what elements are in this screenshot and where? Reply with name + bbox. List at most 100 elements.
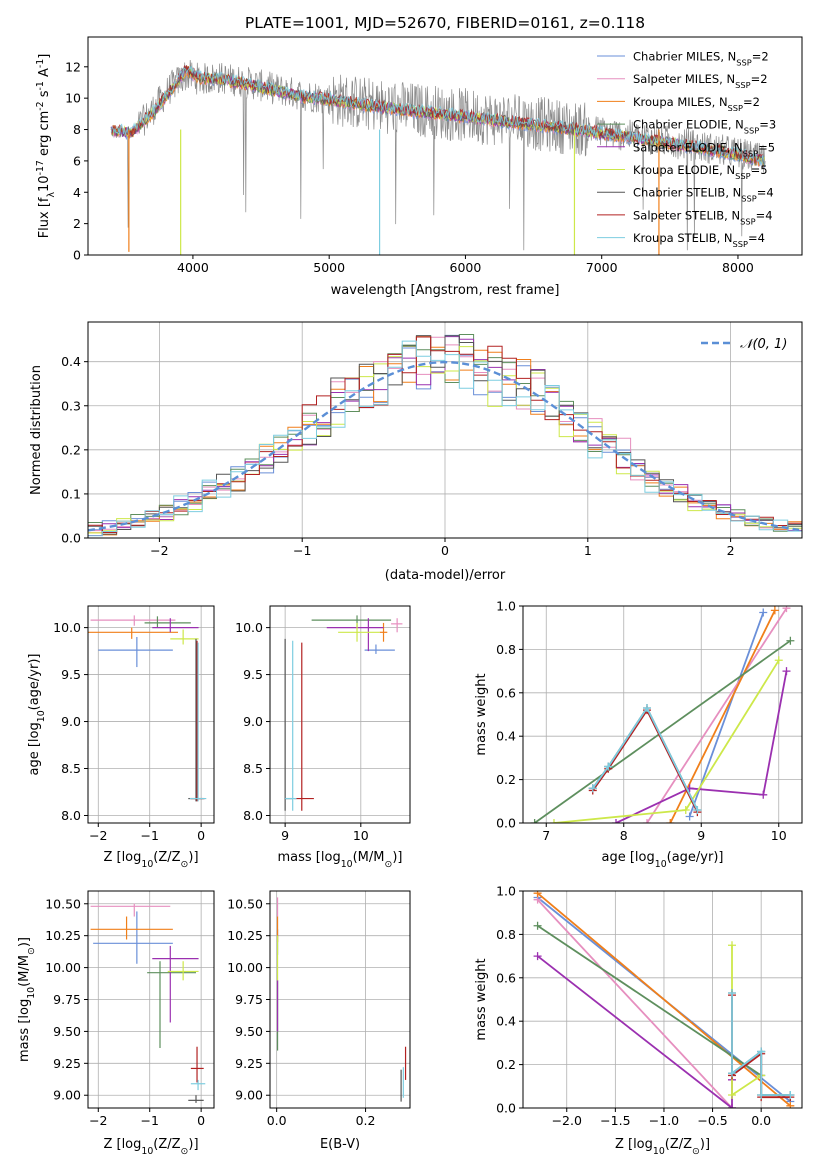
y-tick-label: 12 [65,59,81,74]
x-tick-label: 8 [620,828,628,843]
y-tick-label: 0.4 [496,1014,516,1029]
errorbar-kroupa-stelib [285,640,297,811]
axes-frame-spectrum: 4000 5000 6000 7000 8000 0 2 4 6 8 10 12 wavelength … [35,36,803,298]
y-tick-label: 10.50 [45,896,81,911]
x-tick-label: −0.5 [697,1113,727,1128]
weight-line-salpeter-stelib [592,708,699,813]
y-axis-label: mass weight [474,673,489,755]
y-tick-label: 0.2 [496,1057,516,1072]
legend-label: Salpeter MILES, NSSP=2 [633,72,768,90]
y-tick-label: 0.3 [61,398,81,413]
errorbar-salpeter-miles [90,903,171,917]
plus-marker [759,608,768,617]
histogram-chabrier-elodie [88,334,802,532]
axes-frame-weight_vs_Z: −2.0 −1.5 −1.0 −0.5 0.0 0.0 0.2 0.4 0.6 0.8 1.0 Z [… [474,884,803,1157]
y-tick-label: 8.0 [61,808,81,823]
y-tick-label: 8 [73,122,81,137]
x-tick-label: 10 [771,828,787,843]
plot-area-weight_vs_Z [533,891,795,1108]
errorbar-chabrier-elodie [311,615,392,628]
plus-marker [530,819,539,823]
legend-normal: 𝒩(0, 1) [701,337,787,352]
x-tick-label: 0 [197,1113,205,1128]
y-tick-label: 9.25 [235,1056,263,1071]
errorbar-salpeter-miles [391,618,403,633]
plus-marker [728,988,737,997]
y-tick-label: 9.50 [53,1024,81,1039]
errorbar-salpeter-elodie [152,618,199,633]
x-tick-label: 9 [281,828,289,843]
errorbar-chabrier-miles [98,637,173,668]
y-tick-label: 9.00 [53,1088,81,1103]
x-tick-label: −2 [89,1113,107,1128]
errorbar-kroupa-elodie [167,961,199,981]
plot-area-age_vs_Z [88,615,207,802]
y-axis-label: mass [log10(M/M⊙)] [17,937,37,1062]
panel-mass_vs_Z: −2 −1 0 9.00 9.25 9.50 9.75 10.00 10.25 10.50 Z [l… [17,890,215,1157]
errorbar-salpeter-stelib [190,1046,204,1083]
y-tick-label: 0.8 [496,927,516,942]
x-tick-label: 8000 [722,260,754,275]
legend-label: Chabrier ELODIE, NSSP=3 [633,118,776,136]
plus-marker [643,703,651,712]
y-tick-label: 0.2 [496,772,516,787]
x-tick-label: −1 [140,1113,158,1128]
axes-frame-residual_hist: −2 −1 0 1 2 0.0 0.1 0.2 0.3 0.4 (data-model)/error… [29,321,803,583]
axes-frame-age_vs_Z: −2 −1 0 8.0 8.5 9.0 9.5 10.0 Z [log10(Z/Z⊙)] age … [27,605,215,870]
plus-marker [685,812,694,821]
weight-line-salpeter-miles [646,607,788,823]
y-tick-label: 0 [73,248,81,263]
weight-line-kroupa-miles [669,609,776,823]
axes-frame [522,605,803,824]
y-tick-label: 9.00 [235,1088,263,1103]
x-axis-label: age [log10(age/yr)] [602,850,724,870]
x-tick-label: 0 [197,828,205,843]
x-tick-label: −2 [150,543,168,558]
weight-line-chabrier-stelib [592,706,699,811]
x-tick-label: −1.0 [649,1113,679,1128]
panel-age_vs_mass: 9 10 8.0 8.5 9.0 9.5 10.0 mass [log10(M/M⊙)] [235,605,411,870]
plus-marker [533,891,542,898]
legend-label: Salpeter ELODIE, NSSP=5 [633,140,775,158]
y-tick-label: 0.6 [496,685,516,700]
x-tick-label: 5000 [313,260,345,275]
legend-label: 𝒩(0, 1) [740,337,787,352]
errorbar-salpeter-elodie [326,618,384,652]
normal-curve [88,360,800,532]
weight-line-salpeter-miles [536,899,733,1108]
y-axis-label: Normed distribution [29,365,44,495]
x-tick-label: 10 [353,828,369,843]
y-tick-label: 0.4 [61,354,81,369]
x-tick-label: 0.0 [267,1113,287,1128]
y-tick-label: 0.2 [61,442,81,457]
plus-marker [786,636,795,645]
weight-line-salpeter-elodie [615,670,788,823]
y-tick-label: 1.0 [496,884,516,899]
panel-spectrum: 4000 5000 6000 7000 8000 0 2 4 6 8 10 12 wavelength … [35,36,803,298]
errorbar-salpeter-stelib [294,642,314,811]
y-axis-label: mass weight [474,958,489,1040]
plus-marker [786,1090,795,1099]
plus-marker [666,819,675,823]
x-tick-label: −1.5 [600,1113,630,1128]
y-tick-label: 9.50 [235,1024,263,1039]
legend-spectrum: Chabrier MILES, NSSP=2 Salpeter MILES, NS… [597,50,776,249]
plus-marker [786,1101,795,1108]
y-tick-label: 0.1 [61,486,81,501]
panel-weight_vs_age: 7 8 9 10 0.0 0.2 0.4 0.6 0.8 1.0 age [log10(age/yr… [474,599,803,870]
model-line-kroupa-stelib [110,66,765,166]
y-tick-label: 0.0 [496,816,516,831]
x-tick-label: 0.0 [751,1113,771,1128]
axes-frame-weight_vs_age: 7 8 9 10 0.0 0.2 0.4 0.6 0.8 1.0 age [log10(age/yr… [474,599,803,870]
axes-frame-age_vs_mass: 9 10 8.0 8.5 9.0 9.5 10.0 mass [log10(M/M⊙)] [235,605,411,870]
spectrum-data-line [110,59,766,251]
x-tick-label: 6000 [450,260,482,275]
errorbar-chabrier-stelib [188,1095,204,1103]
x-tick-label: 2 [727,543,735,558]
errorbar-kroupa-miles [379,622,388,642]
plot-area-spectrum [110,59,766,255]
y-axis-label: Flux [fλ10-17 erg cm-2 s-1 A-1] [35,54,57,239]
legend-label: Kroupa ELODIE, NSSP=5 [633,163,768,181]
y-tick-label: 9.75 [235,992,263,1007]
errorbar-kroupa-elodie [170,629,199,645]
